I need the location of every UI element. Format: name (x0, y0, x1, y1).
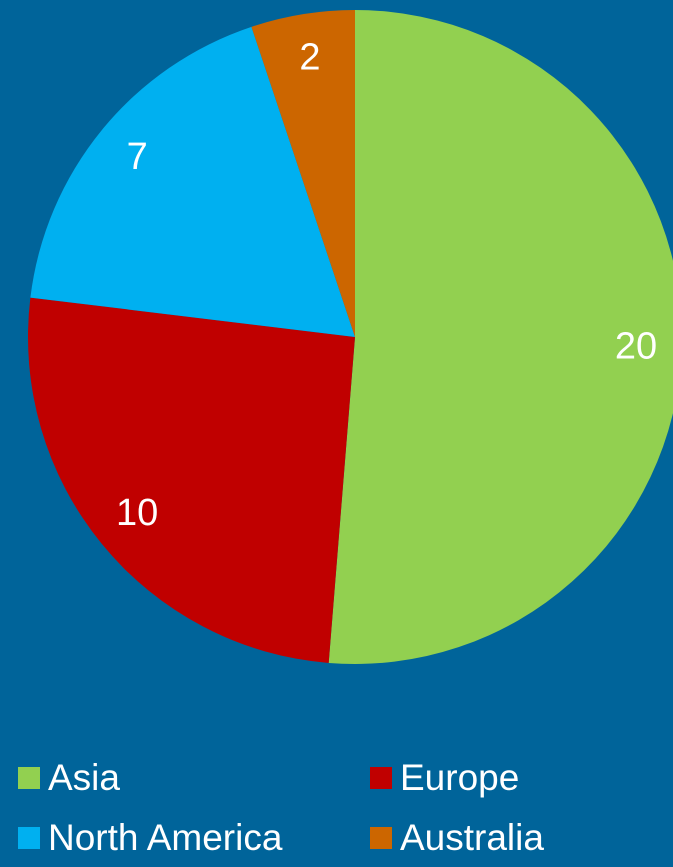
legend-swatch (18, 767, 40, 789)
legend-label: Australia (400, 817, 544, 858)
legend-label: Asia (48, 757, 120, 798)
legend-label: Europe (400, 757, 519, 798)
data-label: 10 (116, 492, 158, 534)
legend-swatch (18, 827, 40, 849)
data-label: 7 (127, 136, 148, 178)
data-label: 20 (615, 325, 657, 367)
legend-label: North America (48, 817, 283, 858)
pie-slice (328, 10, 673, 664)
legend-swatch (370, 827, 392, 849)
pie-slice (30, 26, 356, 337)
legend-swatch (370, 767, 392, 789)
pie-slice (251, 10, 355, 337)
pie-slice (27, 297, 355, 663)
data-label: 2 (299, 36, 320, 78)
